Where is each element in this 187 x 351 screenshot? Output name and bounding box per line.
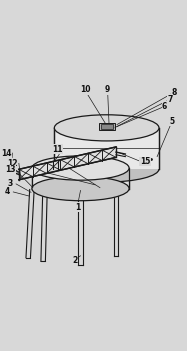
Ellipse shape (32, 156, 129, 180)
Text: 14: 14 (1, 148, 12, 158)
Text: 9: 9 (105, 85, 110, 94)
Text: 13: 13 (5, 165, 16, 174)
FancyBboxPatch shape (32, 168, 129, 188)
FancyBboxPatch shape (54, 128, 159, 169)
Bar (101, 124, 113, 129)
Text: 6: 6 (162, 102, 167, 111)
Text: 10: 10 (80, 85, 91, 94)
Text: 15: 15 (140, 157, 150, 166)
Text: 3: 3 (8, 179, 13, 188)
Ellipse shape (54, 115, 159, 141)
Text: 4: 4 (5, 187, 10, 196)
Text: 5: 5 (169, 117, 175, 126)
Text: 7: 7 (168, 95, 173, 104)
Text: 11: 11 (52, 145, 62, 154)
Ellipse shape (32, 177, 129, 201)
Text: 12: 12 (7, 159, 18, 168)
Bar (99, 123, 115, 130)
Ellipse shape (54, 156, 159, 182)
Text: 2: 2 (72, 256, 78, 265)
Text: 8: 8 (171, 88, 177, 97)
Polygon shape (19, 147, 116, 180)
Text: 1: 1 (75, 203, 80, 212)
